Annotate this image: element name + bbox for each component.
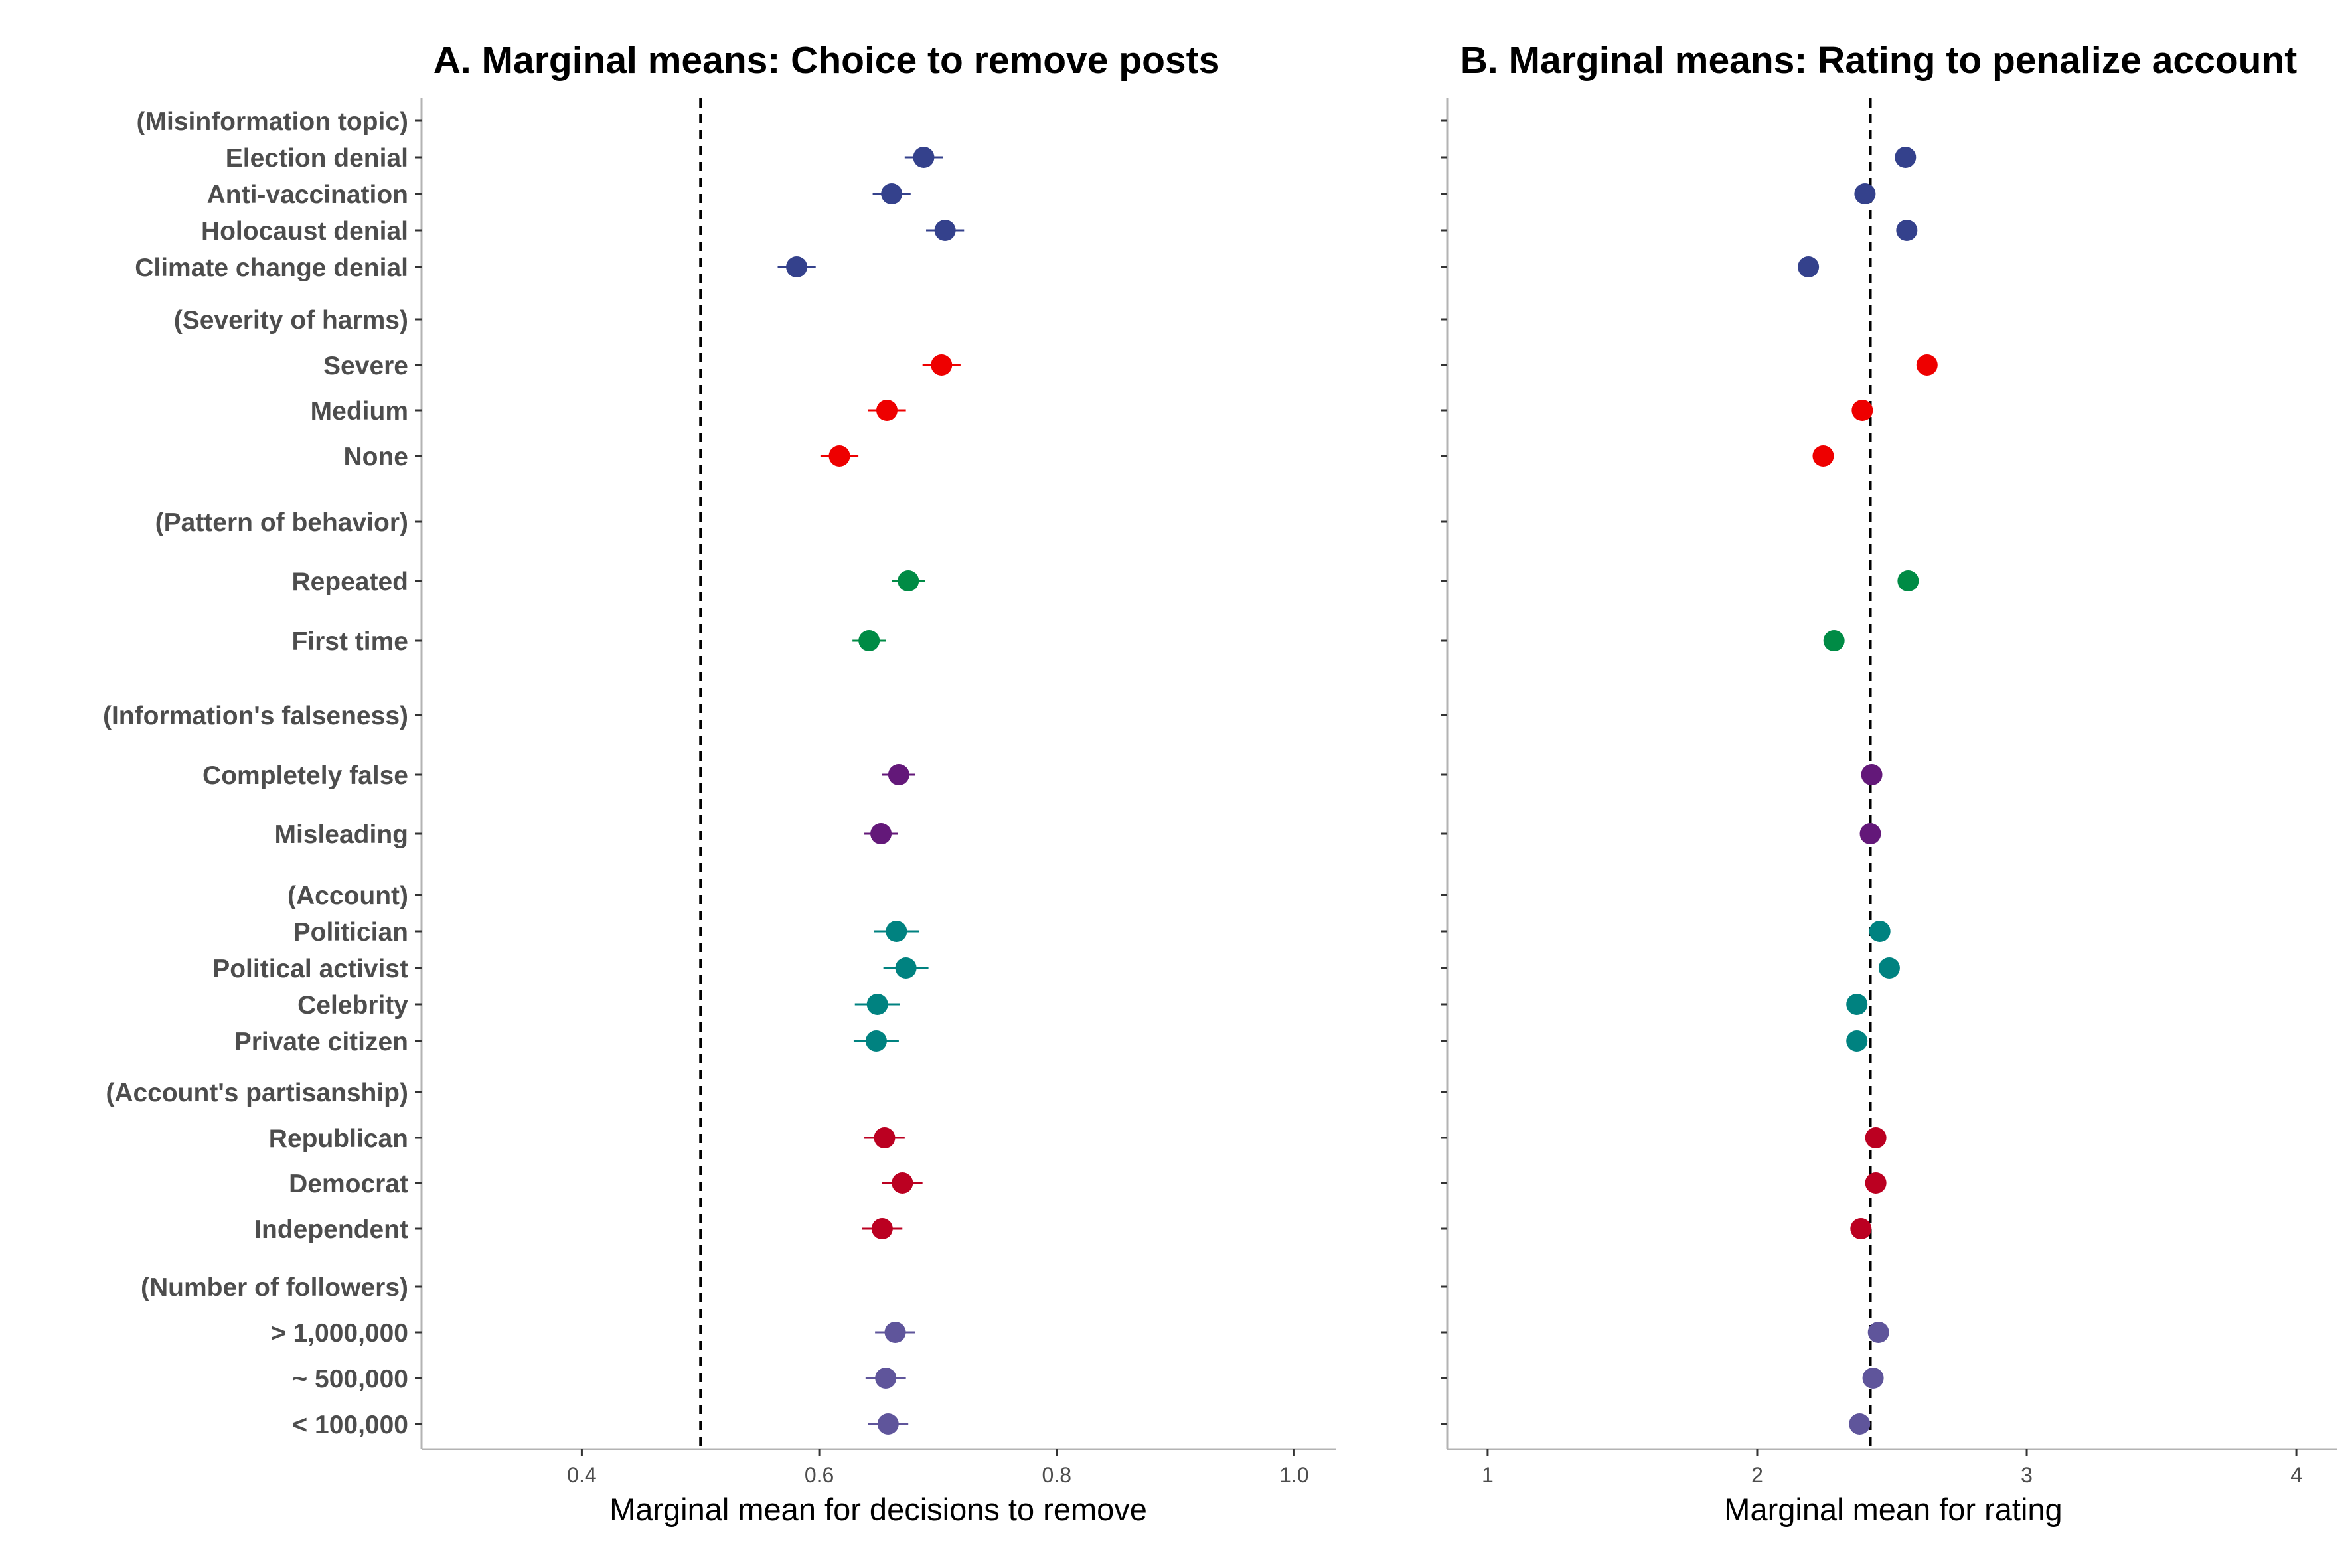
group-header-label: (Number of followers) bbox=[141, 1273, 408, 1302]
data-point bbox=[1867, 1322, 1889, 1343]
data-point bbox=[874, 1127, 896, 1148]
panel-b-x-ticks: 1 2 3 4 bbox=[1482, 1449, 2302, 1487]
data-point bbox=[1846, 1030, 1868, 1052]
data-point bbox=[1865, 1172, 1887, 1194]
category-label: Celebrity bbox=[297, 991, 408, 1020]
category-label: Holocaust denial bbox=[201, 217, 408, 246]
data-point bbox=[1895, 147, 1917, 168]
x-tick-label: 0.8 bbox=[1042, 1463, 1071, 1487]
category-label: Misleading bbox=[274, 821, 408, 849]
group-header-label: (Account) bbox=[287, 882, 408, 910]
data-point bbox=[886, 921, 907, 942]
data-point bbox=[786, 256, 808, 277]
category-label: Repeated bbox=[291, 568, 408, 596]
data-point bbox=[1896, 220, 1918, 241]
data-point bbox=[934, 220, 956, 241]
group-header-label: (Pattern of behavior) bbox=[155, 509, 408, 537]
category-label: Private citizen bbox=[234, 1028, 408, 1056]
data-point bbox=[1878, 957, 1900, 979]
data-point bbox=[1851, 400, 1873, 421]
data-point bbox=[913, 147, 935, 168]
data-point bbox=[895, 957, 917, 979]
panel-a-marks bbox=[777, 147, 965, 1435]
data-point bbox=[884, 1322, 906, 1343]
category-label: First time bbox=[291, 627, 408, 656]
category-label: Medium bbox=[311, 397, 408, 426]
data-point bbox=[828, 445, 850, 467]
panel-a-y-ticks bbox=[415, 119, 422, 1425]
category-label: ~ 500,000 bbox=[292, 1365, 408, 1393]
data-point bbox=[1859, 823, 1881, 844]
data-point bbox=[1897, 570, 1919, 591]
data-point bbox=[1865, 1127, 1887, 1148]
group-header-label: (Misinformation topic) bbox=[137, 108, 408, 136]
data-point bbox=[1850, 1218, 1872, 1239]
category-label: Climate change denial bbox=[135, 254, 408, 282]
x-tick-label: 0.6 bbox=[805, 1463, 834, 1487]
data-point bbox=[870, 823, 892, 844]
data-point bbox=[898, 570, 919, 591]
data-point bbox=[881, 183, 903, 204]
category-label: Republican bbox=[269, 1125, 408, 1153]
panel-b-title: B. Marginal means: Rating to penalize ac… bbox=[1460, 39, 2298, 82]
data-point bbox=[876, 400, 898, 421]
data-point bbox=[1812, 445, 1834, 467]
category-label: Completely false bbox=[202, 761, 408, 790]
panel-a-y-labels: (Misinformation topic) Election denial Ant… bbox=[103, 108, 408, 1439]
category-label: Severe bbox=[323, 352, 408, 380]
panel-a-title: A. Marginal means: Choice to remove post… bbox=[433, 39, 1220, 82]
category-label: Political activist bbox=[212, 955, 408, 983]
data-point bbox=[1823, 630, 1845, 651]
panel-a-x-ticks: 0.4 0.6 0.8 1.0 bbox=[567, 1449, 1309, 1487]
data-point bbox=[871, 1218, 893, 1239]
category-label: Independent bbox=[254, 1215, 408, 1244]
data-point bbox=[1849, 1413, 1871, 1435]
panel-b-marks bbox=[1798, 147, 1938, 1435]
panel-b-y-ticks bbox=[1441, 119, 1447, 1425]
category-label: Election denial bbox=[226, 144, 408, 173]
data-point bbox=[877, 1413, 899, 1435]
panel-b: B. Marginal means: Rating to penalize ac… bbox=[1441, 39, 2337, 1527]
x-tick-label: 2 bbox=[1751, 1463, 1763, 1487]
data-point bbox=[888, 764, 909, 785]
data-point bbox=[866, 994, 888, 1015]
x-tick-label: 3 bbox=[2021, 1463, 2033, 1487]
category-label: > 1,000,000 bbox=[271, 1319, 408, 1348]
data-point bbox=[865, 1030, 887, 1052]
data-point bbox=[1869, 921, 1891, 942]
x-tick-label: 4 bbox=[2290, 1463, 2302, 1487]
x-tick-label: 1.0 bbox=[1279, 1463, 1308, 1487]
data-point bbox=[1861, 764, 1883, 785]
group-header-label: (Information's falseness) bbox=[103, 702, 408, 730]
category-label: None bbox=[344, 443, 409, 471]
data-point bbox=[1854, 183, 1876, 204]
group-header-label: (Severity of harms) bbox=[174, 306, 408, 335]
category-label: Democrat bbox=[289, 1170, 408, 1198]
panel-b-x-axis-title: Marginal mean for rating bbox=[1724, 1492, 2062, 1527]
data-point bbox=[858, 630, 880, 651]
panel-a-x-axis-title: Marginal mean for decisions to remove bbox=[609, 1492, 1147, 1527]
panel-a: A. Marginal means: Choice to remove post… bbox=[103, 39, 1336, 1527]
category-label: < 100,000 bbox=[292, 1411, 408, 1439]
data-point bbox=[892, 1172, 913, 1194]
x-tick-label: 1 bbox=[1482, 1463, 1494, 1487]
group-header-label: (Account's partisanship) bbox=[106, 1079, 408, 1107]
data-point bbox=[1916, 354, 1938, 376]
category-label: Anti-vaccination bbox=[207, 181, 408, 209]
data-point bbox=[931, 354, 953, 376]
data-point bbox=[875, 1368, 897, 1389]
data-point bbox=[1862, 1368, 1884, 1389]
data-point bbox=[1846, 994, 1868, 1015]
x-tick-label: 0.4 bbox=[567, 1463, 596, 1487]
data-point bbox=[1798, 256, 1820, 277]
category-label: Politician bbox=[293, 918, 408, 947]
